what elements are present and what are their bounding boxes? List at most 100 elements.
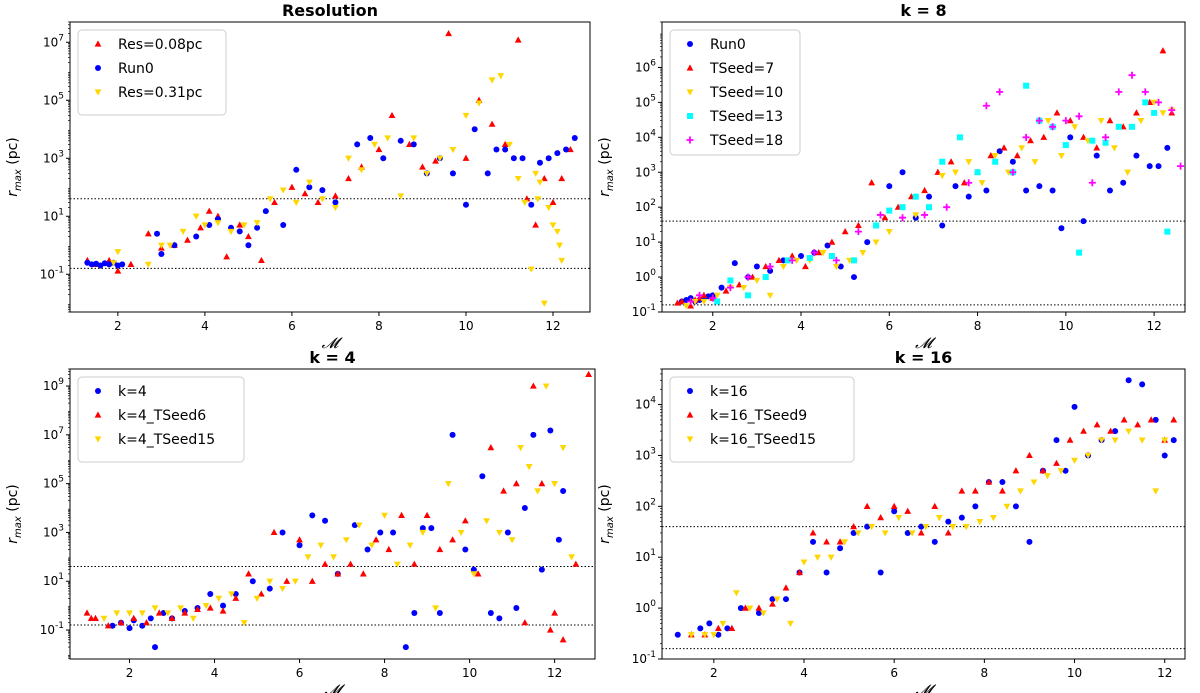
data-point [999,487,1006,494]
data-point [470,571,478,578]
y-axis-label: rmax (pc) [597,137,616,197]
data-point [555,536,562,543]
y-tick-label: 107 [43,33,64,49]
data-point [530,431,537,438]
data-point [514,36,522,43]
data-point [1000,144,1008,151]
data-point [1044,473,1051,480]
data-point [956,134,963,141]
data-point [1066,436,1074,443]
y-tick-label: 10-1 [40,621,64,637]
data-point [487,444,495,451]
data-point [240,620,248,627]
data-point [1009,168,1017,176]
data-point [193,233,200,240]
legend-marker [686,411,694,418]
legend-entry: k=4_TSeed6 [118,408,206,424]
data-point [559,445,567,452]
data-point [1049,187,1056,194]
legend-box [77,376,245,463]
data-point [551,609,559,616]
data-point [205,207,213,214]
data-point [1106,187,1113,194]
data-point [782,584,790,591]
chart-title: k = 16 [895,348,952,367]
data-point [1164,228,1171,235]
data-point [767,267,774,274]
data-point [974,169,981,176]
chart-title: Resolution [282,1,378,20]
panel-1: Resolution 2 4 6 8 10 12 10-1 101 103 105 107 𝓜rmax … [5,1,591,352]
data-point [475,100,483,107]
data-point [367,135,374,141]
data-point [714,624,722,631]
data-point [1133,152,1140,159]
data-point [397,193,405,200]
data-point [766,263,774,271]
data-point [1115,88,1123,96]
data-point [556,242,563,249]
data-point [253,595,261,602]
data-point [517,445,525,452]
data-point [410,141,417,148]
data-point [769,600,776,607]
data-point [194,605,201,613]
data-point [536,159,543,166]
data-point [1139,381,1146,388]
data-point [1142,99,1149,106]
data-point [921,211,929,219]
data-point [922,523,930,531]
data-point [1026,538,1033,545]
data-point [815,249,823,256]
legend-marker [94,89,102,96]
data-point [398,511,405,518]
data-point [1053,437,1060,444]
data-point [674,631,681,638]
data-point [1071,457,1078,464]
data-point [1133,109,1140,116]
data-point [551,481,559,488]
data-point [197,224,204,231]
data-point [332,199,339,206]
data-point [1120,416,1128,423]
data-point [419,525,426,532]
data-point [532,170,540,178]
data-point [1044,118,1052,125]
data-point [144,230,152,237]
y-tick-label: 100 [635,268,656,284]
data-point [207,590,214,597]
data-point [726,284,734,292]
data-point [547,427,554,434]
data-point [228,591,235,598]
data-point [266,585,273,592]
data-point [952,183,959,190]
x-tick-label: 2 [114,319,122,333]
data-point [1030,479,1038,486]
data-point [1159,110,1167,117]
data-point [168,614,176,621]
data-point [850,522,858,530]
data-point [1137,118,1145,125]
data-point [784,257,791,264]
data-point [1152,416,1159,423]
data-point [709,294,717,302]
data-point [1125,377,1132,384]
data-point [381,512,388,519]
data-point [419,529,427,537]
x-tick-label: 12 [545,319,560,333]
data-point [1062,117,1070,125]
data-point [117,619,125,626]
data-point [529,382,537,389]
data-point [571,135,578,141]
y-tick-label: 100 [635,599,656,615]
data-point [558,174,566,182]
data-point [895,515,903,522]
data-point [474,570,482,577]
legend-entry: TSeed=10 [709,85,783,101]
data-point [722,287,730,294]
legend-entry: k=16_TSeed9 [710,408,807,424]
data-point [164,610,172,617]
data-point [419,163,426,170]
data-point [1093,144,1101,151]
data-point [873,222,880,229]
